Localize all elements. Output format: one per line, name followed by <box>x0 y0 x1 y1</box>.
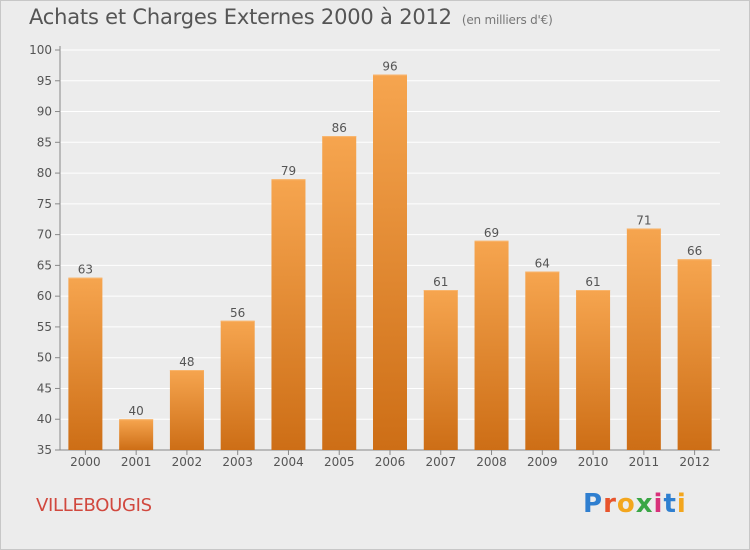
logo-letter: t <box>663 489 677 519</box>
bar-2011 <box>626 228 661 450</box>
y-tick-label: 35 <box>37 443 52 457</box>
logo-letter: i <box>653 489 664 519</box>
town-name: VILLEBOUGIS <box>36 495 152 516</box>
x-tick-label: 2010 <box>578 455 609 469</box>
bar-2006 <box>373 74 407 450</box>
y-tick-label: 60 <box>37 289 52 303</box>
bar-2003 <box>220 320 255 450</box>
chart-title-text: Achats et Charges Externes 2000 à 2012 <box>29 5 452 29</box>
data-label: 86 <box>332 121 347 135</box>
bars <box>68 74 712 450</box>
logo-letter: o <box>616 489 636 519</box>
logo-letter: r <box>603 489 617 519</box>
y-tick-label: 50 <box>37 351 52 365</box>
y-tick-label: 85 <box>37 135 52 149</box>
bar-2010 <box>576 290 611 450</box>
y-tick-label: 75 <box>37 197 52 211</box>
bar-2000 <box>68 277 103 450</box>
proxiti-logo: Proxiti <box>583 489 687 519</box>
x-tick-label: 2011 <box>629 455 660 469</box>
y-tick-label: 40 <box>37 412 52 426</box>
x-tick-label: 2012 <box>679 455 710 469</box>
x-tick-label: 2003 <box>222 455 253 469</box>
data-labels: 63 40 48 56 79 86 96 61 69 64 61 71 66 <box>78 60 703 419</box>
data-label: 96 <box>382 60 397 74</box>
x-tick-label: 2002 <box>172 455 203 469</box>
x-tick-label: 2005 <box>324 455 355 469</box>
data-label: 48 <box>179 355 194 369</box>
y-tick-label: 45 <box>37 381 52 395</box>
y-tick-label: 65 <box>37 258 52 272</box>
data-label: 56 <box>230 306 245 320</box>
x-tick-label: 2006 <box>375 455 406 469</box>
y-tick-label: 55 <box>37 320 52 334</box>
bar-2009 <box>525 271 560 450</box>
data-label: 64 <box>535 257 550 271</box>
data-label: 71 <box>636 213 651 227</box>
data-label: 61 <box>433 275 448 289</box>
x-tick-label: 2000 <box>70 455 101 469</box>
bar-2008 <box>474 240 509 450</box>
chart-title: Achats et Charges Externes 2000 à 2012 (e… <box>29 5 553 29</box>
logo-letter: x <box>635 489 654 519</box>
data-label: 61 <box>585 275 600 289</box>
data-label: 66 <box>687 244 702 258</box>
x-tick-label: 2009 <box>527 455 558 469</box>
bar-2004 <box>271 179 306 450</box>
x-tick-label: 2007 <box>425 455 456 469</box>
bar-2007 <box>423 290 458 450</box>
y-tick-label: 70 <box>37 228 52 242</box>
y-tick-label: 80 <box>37 166 52 180</box>
bar-2005 <box>322 136 357 450</box>
data-label: 79 <box>281 164 296 178</box>
bar-2002 <box>169 370 204 450</box>
bar-2012 <box>677 259 712 450</box>
bar-2001 <box>119 419 154 450</box>
data-label: 69 <box>484 226 499 240</box>
y-tick-label: 95 <box>37 74 52 88</box>
logo-letter: i <box>676 489 687 519</box>
x-tick-label: 2001 <box>121 455 152 469</box>
y-tick-label: 100 <box>29 43 52 57</box>
data-label: 40 <box>129 404 144 418</box>
x-tick-label: 2008 <box>476 455 507 469</box>
x-tick-label: 2004 <box>273 455 304 469</box>
y-tick-label: 90 <box>37 105 52 119</box>
data-label: 63 <box>78 263 93 277</box>
chart-subtitle: (en milliers d'€) <box>461 13 553 27</box>
logo-letter: P <box>583 489 604 519</box>
